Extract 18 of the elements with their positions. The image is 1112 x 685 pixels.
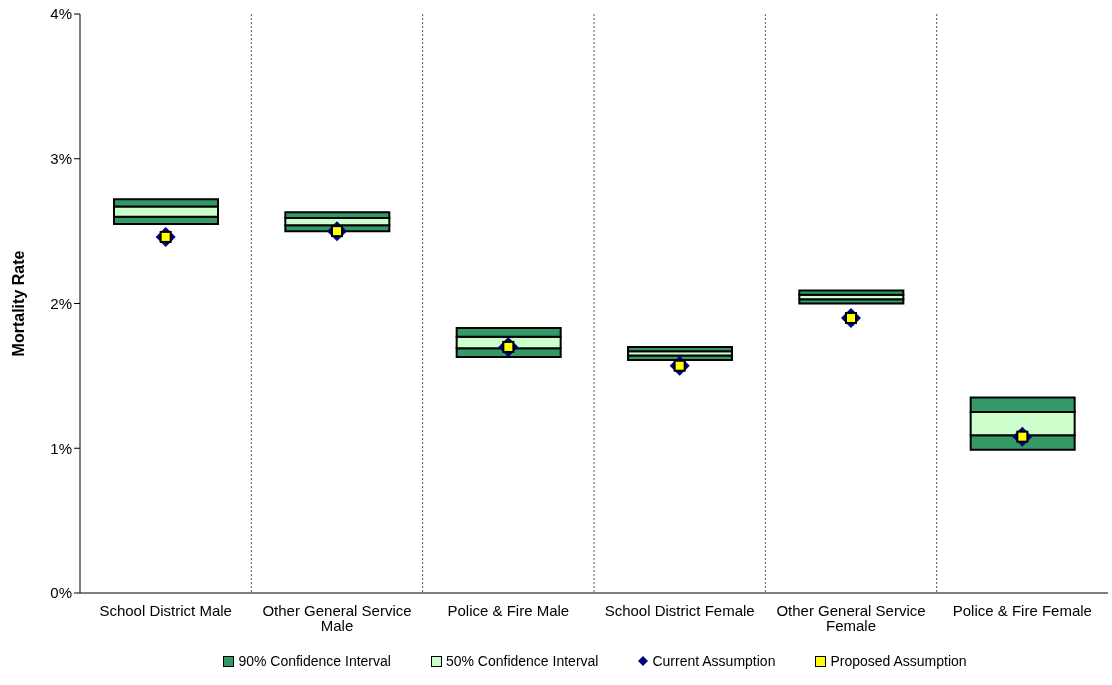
bar	[798, 289, 905, 296]
y-tick-label: 4%	[50, 5, 72, 23]
x-tick-label: Other General Service Male	[262, 601, 412, 634]
y-axis-title: Mortality Rate	[9, 250, 27, 357]
y-tick-label: 0%	[50, 584, 72, 602]
bar	[627, 345, 733, 353]
y-tick-label: 3%	[50, 150, 72, 168]
x-tick-label: Other General Service Female	[776, 601, 926, 634]
x-tick-label: Police & Fire Female	[952, 601, 1092, 619]
legend-label: Proposed Assumption	[829, 653, 967, 669]
y-tick-label: 1%	[50, 439, 72, 457]
x-tick-label: Police & Fire Male	[447, 601, 570, 619]
legend-label: Current Assumption	[651, 653, 776, 669]
legend-label: 90% Confidence Interval	[237, 653, 391, 669]
x-tick-label: School District Female	[604, 601, 755, 619]
legend-label: 50% Confidence Interval	[444, 653, 599, 669]
y-tick-label: 2%	[50, 294, 72, 312]
x-tick-label: School District Male	[99, 601, 232, 619]
